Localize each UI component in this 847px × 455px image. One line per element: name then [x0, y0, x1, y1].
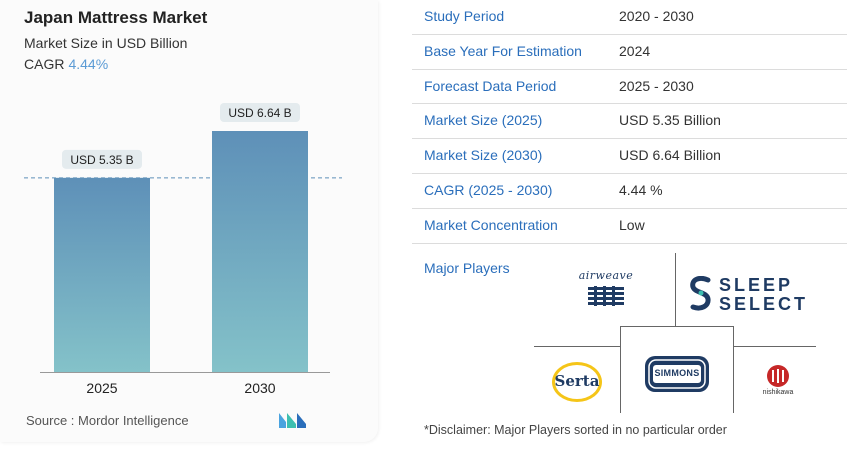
major-players-label: Major Players — [424, 260, 510, 276]
cagr-value: 4.44% — [68, 56, 109, 72]
table-row-key: Market Concentration — [424, 216, 558, 233]
data-label-background — [62, 149, 142, 169]
cagr-line: CAGR 4.44% — [24, 56, 108, 72]
bar-2025 — [54, 177, 150, 372]
grid-divider — [675, 253, 676, 326]
table-row: Study Period 2020 - 2030 — [412, 0, 847, 35]
table-row-key: CAGR (2025 - 2030) — [424, 181, 553, 198]
table-row-value: 2025 - 2030 — [619, 77, 694, 94]
chart-subtitle: Market Size in USD Billion — [24, 35, 188, 51]
sleep-select-top-word: SLEEP — [719, 275, 794, 295]
nishikawa-mark-icon — [767, 365, 789, 387]
table-row-key: Market Size (2025) — [424, 112, 543, 129]
table-row-value: USD 5.35 Billion — [619, 112, 721, 129]
table-row: Market Size (2025) USD 5.35 Billion — [412, 104, 847, 140]
data-label: USD 6.64 B — [228, 106, 291, 120]
chart-title: Japan Mattress Market — [24, 8, 208, 27]
sleep-select-logo: SLEEP SELECT — [689, 275, 824, 315]
bar-chart: USD 5.35 B 2025 USD 6.64 B 2030 — [24, 103, 342, 396]
grid-divider — [620, 326, 734, 327]
cagr-label: CAGR — [24, 56, 65, 72]
x-tick-label: 2030 — [244, 380, 275, 396]
airweave-logo: airweave — [556, 269, 656, 313]
disclaimer: *Disclaimer: Major Players sorted in no … — [424, 423, 727, 437]
table-row-value: 2020 - 2030 — [619, 8, 694, 24]
grid-divider — [620, 326, 621, 413]
mordor-intelligence-logo-icon — [279, 413, 306, 428]
table-row-key: Market Size (2030) — [424, 147, 543, 164]
sleep-select-bottom-word: SELECT — [719, 294, 809, 314]
market-info-table: Study Period 2020 - 2030 Base Year For Est… — [412, 0, 847, 244]
x-tick-label: 2025 — [86, 380, 117, 396]
airweave-pattern-icon — [588, 286, 624, 306]
sleep-select-s-icon — [690, 276, 711, 311]
table-row-key: Study Period — [424, 8, 505, 24]
table-row-value: 4.44 % — [619, 181, 663, 198]
table-row-key: Base Year For Estimation — [424, 42, 582, 59]
serta-logo: Serta — [550, 360, 604, 404]
table-row-key: Forecast Data Period — [424, 77, 557, 94]
source-note: Source : Mordor Intelligence — [26, 413, 189, 428]
table-row: CAGR (2025 - 2030) 4.44 % — [412, 174, 847, 209]
serta-wordmark: Serta — [554, 372, 600, 390]
table-row: Base Year For Estimation 2024 — [412, 35, 847, 70]
nishikawa-logo: nishikawa — [756, 363, 800, 403]
simmons-badge-icon — [645, 356, 709, 392]
chart-card: Japan Mattress Market Market Size in USD… — [0, 0, 378, 442]
airweave-wordmark: airweave — [578, 269, 634, 282]
simmons-wordmark: SIMMONS — [654, 368, 700, 378]
nishikawa-wordmark: nishikawa — [762, 389, 794, 396]
grid-divider — [534, 346, 620, 347]
table-row: Market Concentration Low — [412, 209, 847, 244]
bar-2030 — [212, 131, 308, 372]
table-row-value: Low — [619, 216, 645, 233]
table-row: Forecast Data Period 2025 - 2030 — [412, 70, 847, 105]
table-row: Market Size (2030) USD 6.64 Billion — [412, 139, 847, 174]
simmons-logo: SIMMONS — [644, 355, 710, 393]
data-label: USD 5.35 B — [70, 153, 133, 167]
grid-divider — [733, 346, 816, 347]
table-row-value: 2024 — [619, 42, 651, 59]
serta-badge-icon — [552, 362, 602, 402]
grid-divider — [733, 326, 734, 413]
table-row-value: USD 6.64 Billion — [619, 147, 721, 164]
data-label-background — [220, 103, 300, 122]
major-players-grid: airweave SLEEP SELECT — [534, 253, 824, 413]
